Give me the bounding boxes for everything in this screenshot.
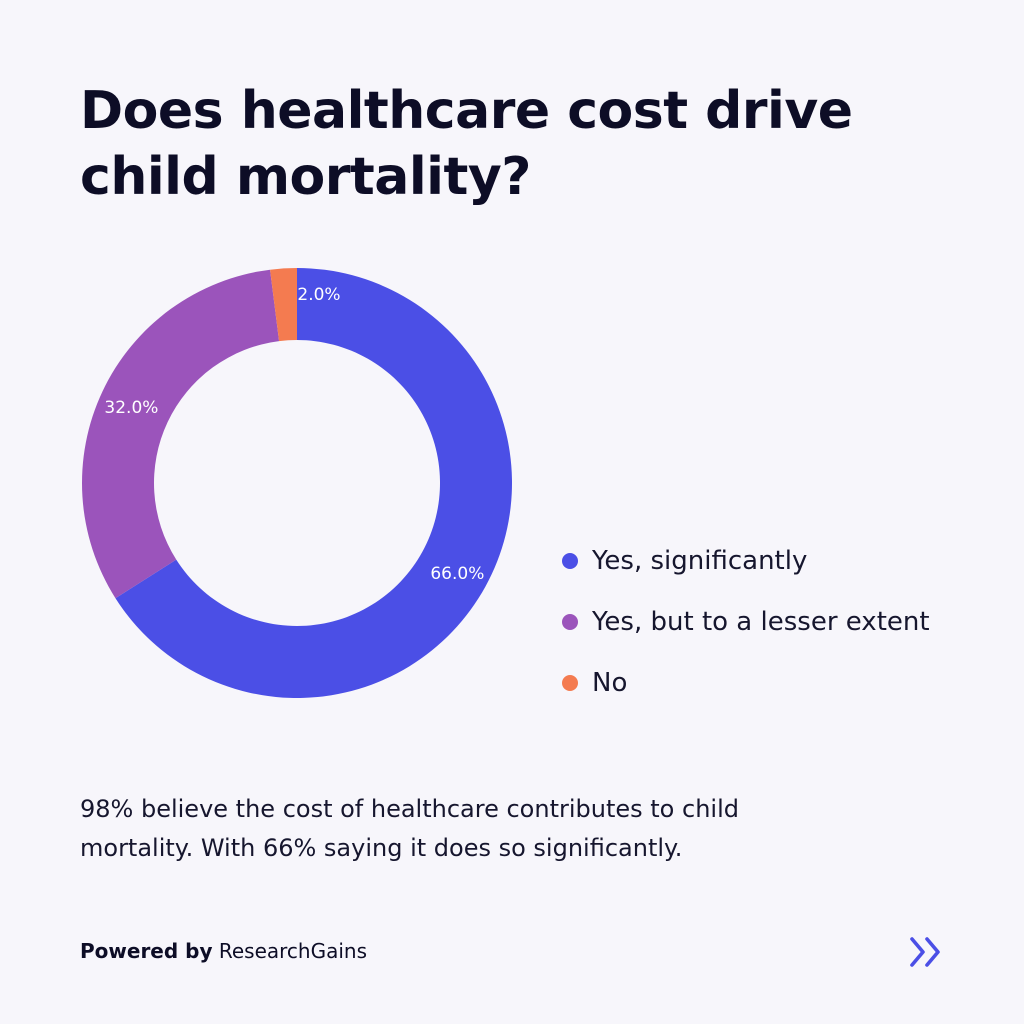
title-line-1: Does healthcare cost drive — [80, 81, 853, 141]
description-line-2: mortality. With 66% saying it does so si… — [80, 834, 683, 862]
double-chevron-right-icon[interactable] — [908, 934, 946, 970]
brand-name: ResearchGains — [218, 939, 368, 963]
title-line-2: child mortality? — [80, 147, 531, 207]
slice-label-yes-lesser-extent: 32.0% — [104, 398, 158, 418]
legend-label: Yes, significantly — [592, 545, 808, 576]
slice-no — [270, 268, 297, 342]
powered-by-label: Powered by — [80, 939, 213, 963]
chart-legend: Yes, significantly Yes, but to a lesser … — [562, 530, 930, 713]
chart-description: 98% believe the cost of healthcare contr… — [80, 790, 900, 868]
slice-label-yes-significantly: 66.0% — [430, 564, 484, 584]
description-line-1: 98% believe the cost of healthcare contr… — [80, 795, 739, 823]
slice-label-no: 2.0% — [297, 285, 340, 305]
slice-yes-lesser-extent — [81, 269, 280, 599]
legend-item-no: No — [562, 652, 930, 713]
legend-swatch — [562, 674, 578, 691]
page-title: Does healthcare cost drive child mortali… — [80, 78, 940, 210]
legend-label: No — [592, 667, 628, 698]
legend-swatch — [562, 613, 578, 630]
legend-label: Yes, but to a lesser extent — [592, 606, 930, 637]
footer-credit: Powered by ResearchGains — [80, 939, 367, 963]
legend-item-yes-significantly: Yes, significantly — [562, 530, 930, 591]
slice-yes-significantly — [115, 268, 513, 698]
legend-item-yes-lesser-extent: Yes, but to a lesser extent — [562, 591, 930, 652]
legend-swatch — [562, 552, 578, 569]
